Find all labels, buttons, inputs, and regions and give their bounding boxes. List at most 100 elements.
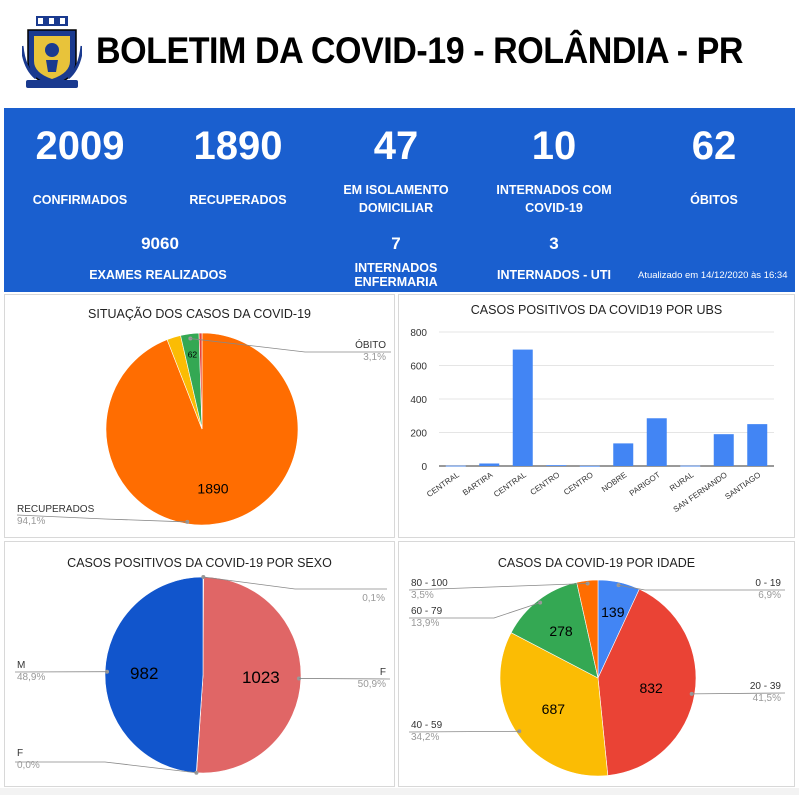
ubs-ytick-4: 800: [410, 328, 427, 339]
sexo-value-m: 982: [130, 664, 158, 683]
ubs-xtick-6: PARIGOT: [628, 470, 662, 498]
idade-value-2: 687: [542, 701, 566, 717]
sexo-dot-m: [105, 669, 110, 674]
situacao-value-obito: 62: [188, 350, 198, 360]
ubs-bar-4: [579, 465, 600, 467]
idade-1-percent: 41,5%: [753, 693, 781, 704]
idade-chart-panel: CASOS DA COVID-19 POR IDADE 139 832 687 278…: [398, 541, 795, 787]
situacao-chart-panel: SITUAÇÃO DOS CASOS DA COVID-19 1890 62 ÓBI…: [4, 294, 395, 538]
ubs-xtick-7: RURAL: [668, 470, 696, 493]
idade-slice-2: [499, 632, 609, 777]
ubs-bar-7: [680, 465, 701, 467]
isolamento-label-1: EM ISOLAMENTO: [343, 183, 449, 197]
sexo-f-label: F: [380, 667, 386, 678]
situacao-obito-percent: 3,1%: [363, 352, 386, 363]
header: BOLETIM DA COVID-19 - ROLÂNDIA - PR: [0, 0, 799, 108]
recuperados-label: RECUPERADOS: [189, 193, 287, 207]
idade-value-3: 278: [549, 623, 573, 639]
ubs-ytick-2: 400: [410, 395, 427, 406]
sexo-other-percent: 0,1%: [362, 593, 385, 604]
ubs-chart-title: CASOS POSITIVOS DA COVID19 POR UBS: [470, 303, 723, 317]
idade-3-label: 60 - 79: [411, 606, 443, 617]
ubs-ytick-1: 200: [410, 429, 427, 440]
ubs-bar-0: [445, 465, 466, 467]
ubs-xtick-1: BARTIRA: [461, 470, 495, 498]
ubs-xtick-5: NOBRE: [600, 470, 628, 494]
city-coat-of-arms-icon: [22, 16, 82, 88]
uti-value: 3: [549, 234, 559, 253]
idade-3-percent: 13,9%: [411, 618, 439, 629]
situacao-value-recuperados: 1890: [197, 480, 228, 496]
situacao-obito-label: ÓBITO: [355, 338, 386, 351]
ubs-bar-6: [646, 418, 667, 466]
stats-panel: 2009 CONFIRMADOS 1890 RECUPERADOS 47 EM …: [4, 108, 795, 292]
situacao-slice-3: [198, 332, 203, 430]
sexo-leader-f2: [15, 761, 197, 774]
idade-0-percent: 6,9%: [758, 590, 781, 601]
ubs-xtick-3: CENTRO: [529, 470, 562, 497]
situacao-leader-obito: [190, 338, 391, 353]
obitos-value: 62: [691, 124, 737, 168]
idade-slice-4: [576, 579, 599, 679]
idade-4-label: 80 - 100: [411, 578, 448, 589]
sexo-f2-label: F: [17, 748, 23, 759]
enfermaria-label-2: ENFERMARIA: [354, 275, 438, 289]
sexo-leader-other: [203, 576, 387, 590]
idade-leader-3: [409, 602, 541, 619]
exames-label: EXAMES REALIZADOS: [89, 268, 227, 282]
sexo-m-percent: 48,9%: [17, 672, 45, 683]
confirmados-value: 2009: [35, 124, 125, 168]
idade-0-label: 0 - 19: [755, 578, 781, 589]
internados-covid-value: 10: [531, 124, 577, 168]
internados-covid-label-2: COVID-19: [525, 201, 583, 215]
page-title: BOLETIM DA COVID-19 - ROLÂNDIA - PR: [96, 30, 744, 71]
enfermaria-label-1: INTERNADOS: [354, 261, 438, 275]
situacao-leader-recuperados: [16, 514, 188, 523]
idade-4-percent: 3,5%: [411, 590, 434, 601]
idade-2-percent: 34,2%: [411, 732, 439, 743]
isolamento-value: 47: [373, 124, 419, 168]
idade-leader-4: [408, 583, 588, 591]
enfermaria-value: 7: [391, 234, 401, 253]
idade-dot-4: [585, 581, 590, 586]
sexo-leader-f: [298, 678, 391, 680]
idade-2-label: 40 - 59: [411, 720, 443, 731]
ubs-bar-3: [546, 465, 567, 466]
sexo-chart-title: CASOS POSITIVOS DA COVID-19 POR SEXO: [67, 556, 332, 570]
ubs-chart-panel: CASOS POSITIVOS DA COVID19 POR UBS 0 200 4…: [398, 294, 795, 538]
ubs-xtick-0: CENTRAL: [425, 470, 461, 499]
situacao-recuperados-label: RECUPERADOS: [17, 504, 95, 515]
ubs-bar-1: [479, 463, 500, 466]
sexo-f-percent: 50,9%: [358, 679, 386, 690]
situacao-chart-title: SITUAÇÃO DOS CASOS DA COVID-19: [88, 307, 311, 321]
idade-slice-3: [510, 581, 599, 679]
situacao-dot-recuperados: [185, 519, 190, 524]
internados-covid-label-1: INTERNADOS COM: [496, 183, 612, 197]
ubs-xtick-9: SANTIAGO: [723, 470, 762, 501]
idade-slice-1: [597, 588, 697, 776]
ubs-ytick-0: 0: [421, 462, 427, 473]
ubs-bar-5: [613, 443, 634, 466]
situacao-recuperados-percent: 94,1%: [17, 516, 45, 527]
idade-chart-title: CASOS DA COVID-19 POR IDADE: [497, 556, 696, 570]
idade-leader-0: [618, 584, 785, 591]
sexo-f2-percent: 0,0%: [17, 760, 40, 771]
recuperados-value: 1890: [193, 124, 283, 168]
isolamento-label-2: DOMICILIAR: [358, 201, 434, 215]
idade-leader-2: [408, 730, 520, 733]
idade-value-0: 139: [601, 604, 625, 620]
ubs-xtick-2: CENTRAL: [492, 470, 528, 499]
ubs-ytick-3: 600: [410, 362, 427, 373]
sexo-dot-f2: [194, 770, 199, 775]
uti-label: INTERNADOS - UTI: [497, 268, 611, 282]
ubs-bar-9: [747, 424, 768, 466]
exames-value: 9060: [141, 234, 179, 253]
sexo-value-f: 1023: [242, 668, 280, 687]
ubs-bar-8: [713, 434, 734, 466]
ubs-bar-2: [512, 349, 533, 466]
bottom-strip: [0, 788, 799, 795]
